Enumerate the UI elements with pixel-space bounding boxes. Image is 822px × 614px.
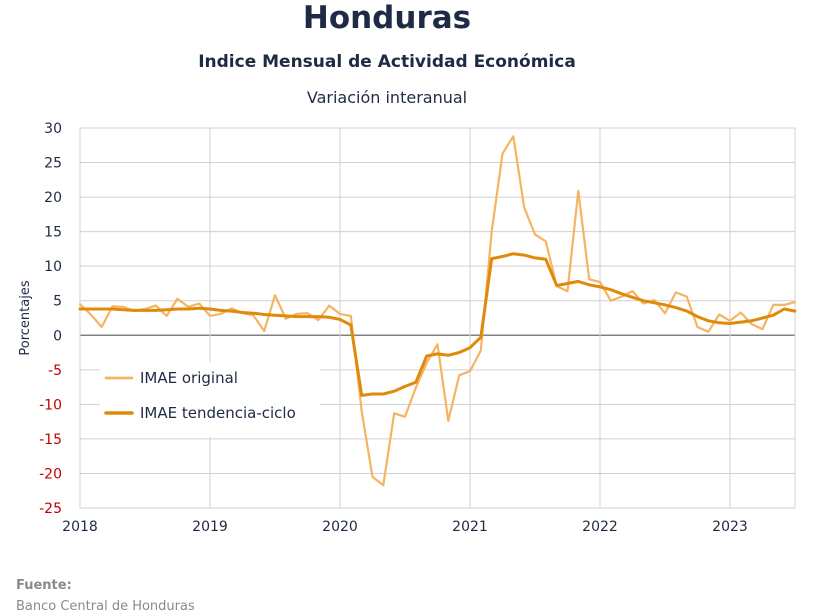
grid-layer <box>79 127 796 509</box>
y-tick-label: 15 <box>44 225 62 241</box>
legend-label: IMAE tendencia-ciclo <box>140 404 296 422</box>
source-text: Banco Central de Honduras <box>16 599 195 614</box>
y-tick-label: 20 <box>44 190 62 206</box>
chart-title: Honduras <box>302 0 472 36</box>
y-tick-label: 10 <box>44 259 62 275</box>
y-tick-label: 5 <box>53 294 62 310</box>
y-tick-label: -10 <box>39 397 62 413</box>
y-tick-label: 30 <box>44 121 62 137</box>
x-tick-label: 2023 <box>712 519 748 535</box>
legend: IMAE original IMAE tendencia-ciclo <box>104 369 296 422</box>
y-tick-label: 25 <box>44 156 62 172</box>
y-tick-label: -20 <box>39 466 62 482</box>
y-tick-label: -5 <box>48 363 62 379</box>
x-tick-label: 2020 <box>322 519 358 535</box>
x-tick-labels: 2018 2019 2020 2021 2022 2023 <box>62 519 748 535</box>
x-tick-label: 2019 <box>192 519 228 535</box>
series-layer <box>78 135 797 487</box>
y-tick-label: -15 <box>39 432 62 448</box>
legend-box <box>100 362 320 437</box>
source-label: Fuente: <box>16 578 72 593</box>
chart-subtitle: Indice Mensual de Actividad Económica <box>198 52 576 72</box>
series-line-imae-original <box>78 135 797 487</box>
y-axis-label: Porcentajes <box>18 280 33 355</box>
x-tick-label: 2022 <box>582 519 618 535</box>
y-tick-labels: -25 -20 -15 -10 -5 0 5 10 15 20 25 30 <box>39 121 62 517</box>
x-tick-label: 2021 <box>452 519 488 535</box>
series-line-imae-tendencia-ciclo <box>78 252 797 397</box>
legend-label: IMAE original <box>140 369 238 387</box>
chart-subtitle-variation: Variación interanual <box>306 88 468 107</box>
x-tick-label: 2018 <box>62 519 98 535</box>
y-tick-label: -25 <box>39 501 62 517</box>
y-tick-label: 0 <box>53 328 62 344</box>
